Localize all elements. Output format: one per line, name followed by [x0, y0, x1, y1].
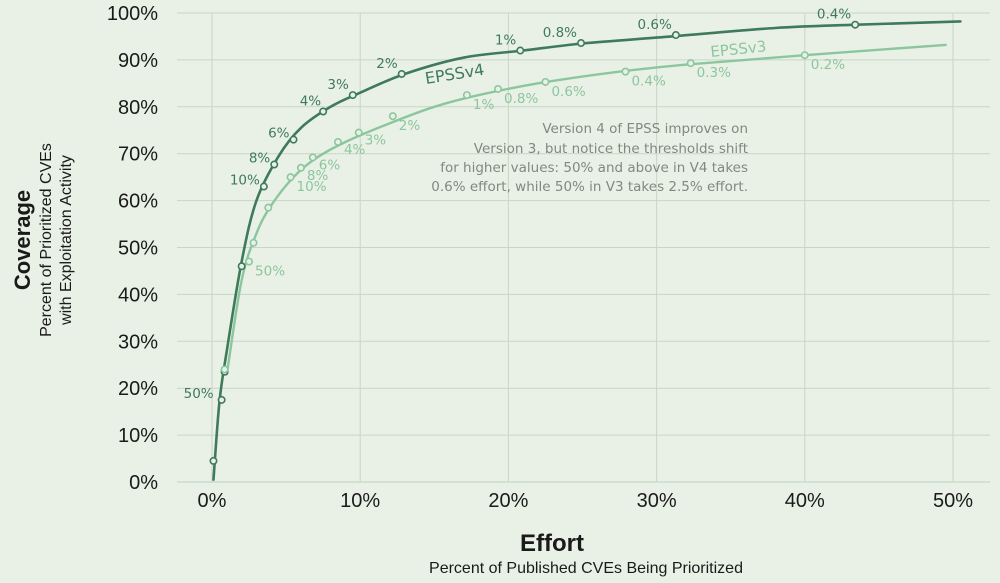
x-tick-label: 40%	[785, 490, 825, 512]
data-point-epssv4	[270, 160, 279, 169]
annotation-line-1: Version 4 of EPSS improves on	[542, 121, 748, 137]
y-tick-label: 20%	[118, 378, 158, 400]
data-point-epssv4	[319, 107, 328, 116]
series-points	[209, 20, 860, 465]
threshold-label-epssv3: 50%	[255, 264, 285, 280]
threshold-label-epssv3: 0.4%	[631, 74, 665, 90]
data-point-epssv3	[686, 59, 695, 68]
y-tick-label: 60%	[118, 191, 158, 213]
data-point-epssv4	[851, 20, 860, 29]
threshold-label-epssv3: 0.8%	[504, 91, 538, 107]
x-axis-title: Effort	[520, 530, 584, 557]
threshold-label-epssv3: 6%	[319, 157, 341, 173]
threshold-label-epssv4: 50%	[184, 386, 214, 402]
threshold-label-epssv4: 8%	[249, 150, 271, 166]
data-point-epssv3	[220, 365, 229, 374]
data-point-epssv4	[577, 39, 586, 48]
y-tick-label: 10%	[118, 425, 158, 447]
data-point-epssv3	[333, 137, 342, 146]
x-axis-subtitle: Percent of Published CVEs Being Prioriti…	[429, 560, 743, 577]
data-point-epssv4	[259, 182, 268, 191]
data-point-epssv4	[209, 456, 218, 465]
threshold-label-epssv3: 8%	[307, 168, 329, 184]
data-point-epssv4	[671, 31, 680, 40]
threshold-label-epssv4: 3%	[327, 77, 349, 93]
x-tick-label: 50%	[933, 490, 973, 512]
threshold-label-epssv3: 0.2%	[811, 57, 845, 73]
x-tick-label: 20%	[488, 490, 528, 512]
y-tick-label: 80%	[118, 97, 158, 119]
annotation-line-2: Version 3, but notice the thresholds shi…	[474, 141, 748, 157]
data-point-epssv3	[541, 77, 550, 86]
data-point-epssv3	[249, 238, 258, 247]
threshold-label-epssv4: 1%	[495, 33, 517, 49]
data-point-epssv3	[800, 51, 809, 60]
threshold-label-epssv3: 10%	[297, 179, 327, 195]
y-tick-label: 0%	[129, 472, 158, 494]
x-tick-label: 30%	[637, 490, 677, 512]
annotation-line-4: 0.6% effort, while 50% in V3 takes 2.5% …	[431, 179, 748, 195]
threshold-label-epssv4: 0.6%	[638, 17, 672, 33]
x-tick-label: 0%	[198, 490, 227, 512]
data-point-epssv3	[494, 84, 503, 93]
threshold-label-epssv3: 2%	[399, 118, 421, 134]
x-tick-label: 10%	[340, 490, 380, 512]
data-point-epssv3	[264, 203, 273, 212]
threshold-label-epssv4: 0.8%	[543, 25, 577, 41]
data-point-epssv4	[217, 395, 226, 404]
threshold-label-epssv3: 0.3%	[697, 65, 731, 81]
threshold-label-epssv3: 0.6%	[551, 84, 585, 100]
y-tick-label: 50%	[118, 238, 158, 260]
y-axis-subtitle-line2: with Exploitation Activity	[58, 155, 75, 326]
threshold-label-epssv4: 0.4%	[817, 7, 851, 23]
point-labels: 50%10%8%6%4%3%2%1% 0.8% 0.6%0.4%50%10%8%6%…	[184, 7, 852, 402]
y-axis-title: Coverage	[10, 190, 35, 290]
series-label-epssv3: EPSSv3	[710, 37, 768, 61]
axes: 0% 10% 20% 30% 40% 50% 60% 70% 80% 90% 100% 0% 10% 20…	[107, 3, 990, 512]
threshold-label-epssv4: 6%	[268, 126, 290, 142]
data-point-epssv3	[354, 128, 363, 137]
y-tick-label: 100%	[107, 3, 158, 25]
data-point-epssv3	[462, 91, 471, 100]
threshold-label-epssv3: 3%	[365, 133, 387, 149]
y-tick-label: 30%	[118, 331, 158, 353]
series-line-epssv4	[212, 20, 962, 481]
threshold-label-epssv4: 10%	[230, 173, 260, 189]
data-point-epssv3	[621, 67, 630, 76]
y-axis-subtitle-line1: Percent of Prioritized CVEs	[38, 143, 55, 337]
data-point-epssv3	[286, 173, 295, 182]
data-point-epssv4	[289, 135, 298, 144]
data-point-epssv4	[237, 262, 246, 271]
y-tick-label: 90%	[118, 50, 158, 72]
threshold-label-epssv3: 1%	[473, 97, 495, 113]
data-point-epssv3	[388, 112, 397, 121]
y-tick-label: 70%	[118, 144, 158, 166]
data-point-epssv4	[397, 69, 406, 78]
data-point-epssv4	[516, 46, 525, 55]
threshold-label-epssv4: 2%	[376, 56, 398, 72]
threshold-label-epssv3: 4%	[344, 142, 366, 158]
annotation-line-3: for higher values: 50% and above in V4 t…	[440, 160, 748, 176]
data-point-epssv3	[296, 163, 305, 172]
data-point-epssv3	[308, 153, 317, 162]
y-tick-label: 40%	[118, 284, 158, 306]
data-point-epssv3	[245, 257, 254, 266]
data-point-epssv4	[348, 91, 357, 100]
threshold-label-epssv4: 4%	[300, 93, 322, 109]
